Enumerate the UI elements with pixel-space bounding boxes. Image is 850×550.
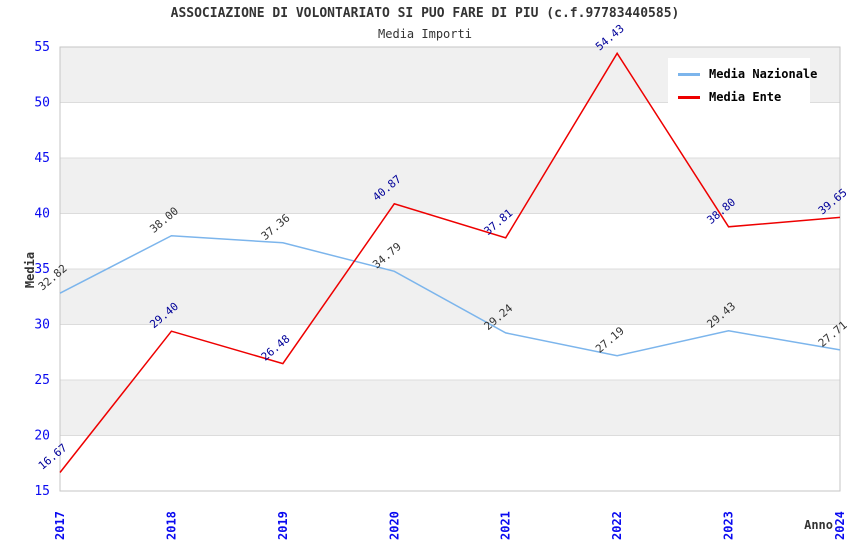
x-tick-label: 2018	[164, 511, 178, 540]
legend-item-media-nazionale[interactable]: Media Nazionale	[678, 67, 817, 81]
legend-swatch-media-nazionale	[678, 72, 700, 76]
x-tick-label: 2021	[499, 511, 513, 540]
data-point-label: 26.48	[259, 332, 293, 363]
x-tick-label: 2020	[387, 511, 401, 540]
legend-label: Media Ente	[709, 90, 782, 104]
y-tick-label: 45	[34, 151, 50, 166]
x-tick-label: 2024	[833, 511, 847, 540]
legend-item-media-ente[interactable]: Media Ente	[678, 90, 810, 104]
y-tick-label: 15	[34, 484, 50, 499]
chart-subtitle: Media Importi	[378, 27, 472, 41]
legend-swatch-media-ente	[678, 95, 700, 99]
plot-band	[60, 380, 840, 436]
plot-border	[59, 46, 841, 492]
series-line-media-nazionale	[59, 234, 841, 357]
series-line-media-ente	[59, 51, 841, 473]
x-tick-label: 2022	[610, 511, 624, 540]
y-tick-label: 35	[34, 262, 50, 277]
y-axis-title: Media	[23, 252, 37, 288]
x-axis-title: Anno	[804, 518, 833, 532]
y-tick-label: 50	[34, 96, 50, 111]
x-tick-label: 2019	[276, 511, 290, 540]
x-tick-label: 2017	[53, 511, 67, 540]
legend: Media Nazionale Media Ente	[668, 58, 817, 113]
plot-band	[60, 158, 840, 214]
y-tick-label: 20	[34, 429, 50, 444]
y-tick-label: 55	[34, 40, 50, 55]
chart-title: ASSOCIAZIONE DI VOLONTARIATO SI PUO FARE…	[170, 6, 680, 21]
y-tick-label: 30	[34, 318, 50, 333]
y-tick-label: 25	[34, 373, 50, 388]
data-point-label: 37.36	[259, 211, 293, 242]
plot-band	[60, 269, 840, 325]
legend-label: Media Nazionale	[709, 67, 818, 81]
data-point-label: 34.79	[370, 240, 404, 271]
data-point-label: 27.19	[593, 324, 627, 355]
y-tick-label: 40	[34, 207, 50, 222]
x-tick-label: 2023	[722, 511, 736, 540]
